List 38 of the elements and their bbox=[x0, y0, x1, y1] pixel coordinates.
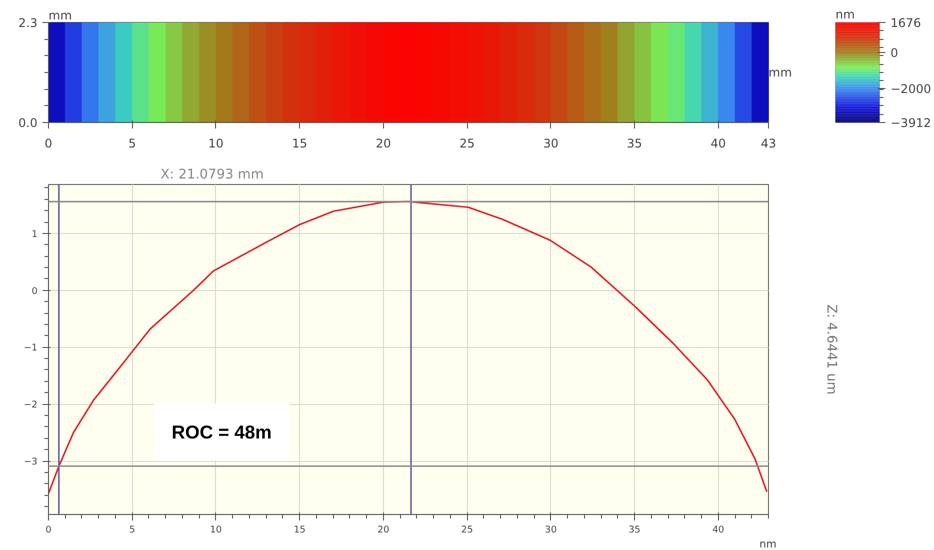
x-tick-label: 15 bbox=[294, 524, 306, 536]
y-tick-label: −1 bbox=[24, 342, 38, 354]
x-tick-label: 10 bbox=[210, 524, 222, 536]
x-tick-label: 43 bbox=[760, 136, 776, 150]
x-tick-label: 40 bbox=[712, 524, 724, 536]
x-tick-label: 5 bbox=[128, 136, 136, 150]
y-tick-label: 1 bbox=[32, 228, 38, 240]
x-tick-label: 30 bbox=[543, 136, 558, 150]
x-tick-label: 35 bbox=[626, 136, 642, 150]
y-tick-label: −3 bbox=[24, 456, 38, 468]
color-bar-label: 1676 bbox=[890, 16, 922, 30]
line-series bbox=[48, 200, 768, 494]
x-tick-label: 15 bbox=[292, 136, 308, 150]
x-tick-label: 0 bbox=[46, 524, 52, 536]
x-tick-label: 40 bbox=[710, 136, 726, 150]
y-tick-label: 2.3 bbox=[18, 16, 38, 30]
x-tick-label: 5 bbox=[129, 524, 136, 536]
x-tick-label: 20 bbox=[377, 524, 390, 536]
y-tick-label: 0 bbox=[32, 286, 38, 297]
text: X: 21.0793 mm bbox=[160, 168, 264, 182]
y-tick-label: 0.0 bbox=[18, 116, 38, 130]
x-tick-label: 30 bbox=[544, 524, 557, 536]
x-axis-title: mm bbox=[768, 66, 792, 80]
color-bar-label: −2000 bbox=[890, 82, 932, 96]
color-bar-title: nm bbox=[836, 8, 855, 22]
x-tick-label: 35 bbox=[628, 524, 641, 536]
text: Z: 4.6441 um bbox=[824, 304, 838, 395]
y-tick-label: −2 bbox=[24, 400, 38, 411]
x-tick-label: 25 bbox=[459, 136, 475, 150]
color-bar-label: −3912 bbox=[890, 116, 932, 130]
annotation: ROC = 48m bbox=[172, 422, 272, 442]
x-axis-title: nm bbox=[759, 538, 777, 550]
y-axis-title: mm bbox=[48, 8, 72, 22]
x-tick-label: 25 bbox=[461, 524, 474, 536]
x-tick-label: 20 bbox=[376, 136, 392, 150]
x-tick-label: 10 bbox=[208, 136, 224, 150]
x-tick-label: 0 bbox=[44, 136, 52, 150]
color-bar-label: 0 bbox=[890, 46, 898, 60]
